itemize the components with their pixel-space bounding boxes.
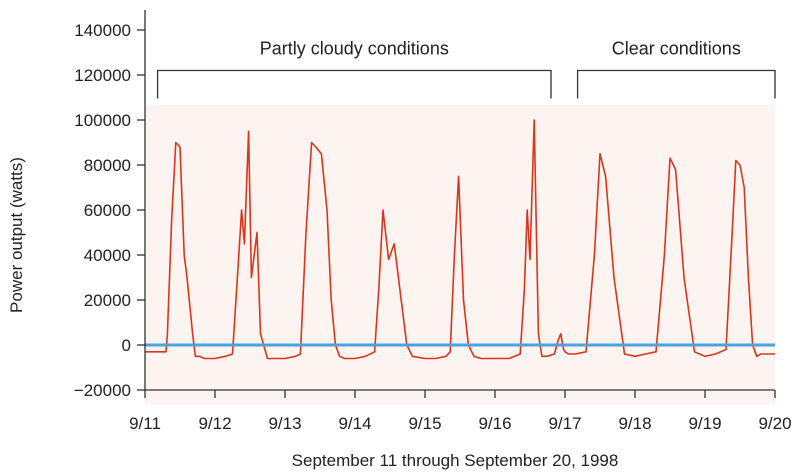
series-layer bbox=[145, 119, 775, 360]
y-axis-title: Power output (watts) bbox=[7, 157, 26, 313]
x-tick-label: 9/19 bbox=[688, 414, 721, 433]
x-tick-label: 9/11 bbox=[129, 414, 161, 433]
clear-bracket bbox=[576, 69, 776, 99]
y-tick-label: 140000 bbox=[74, 21, 131, 40]
clear-label: Clear conditions bbox=[612, 39, 741, 59]
power-output-series-line bbox=[145, 119, 775, 360]
x-tick-label: 9/13 bbox=[268, 414, 301, 433]
x-tick-label: 9/18 bbox=[618, 414, 651, 433]
plot-background bbox=[145, 105, 775, 405]
y-tick-label: 40000 bbox=[84, 246, 131, 265]
y-tick-label: −20000 bbox=[74, 381, 131, 400]
x-tick-label: 9/20 bbox=[758, 414, 791, 433]
partly-cloudy-bracket bbox=[156, 69, 552, 99]
x-tick-label: 9/12 bbox=[198, 414, 231, 433]
y-tick-label: 100000 bbox=[74, 111, 131, 130]
y-tick-label: 0 bbox=[122, 336, 131, 355]
y-tick-label: 120000 bbox=[74, 66, 131, 85]
x-tick-label: 9/17 bbox=[548, 414, 581, 433]
y-tick-label: 20000 bbox=[84, 291, 131, 310]
x-axis-title: September 11 through September 20, 1998 bbox=[292, 451, 619, 470]
x-tick-label: 9/16 bbox=[478, 414, 511, 433]
partly-cloudy-label: Partly cloudy conditions bbox=[260, 39, 449, 59]
x-tick-label: 9/15 bbox=[408, 414, 441, 433]
axes: 140000 120000 100000 80000 60000 40000 20000 0 −… bbox=[74, 10, 792, 433]
x-tick-label: 9/14 bbox=[338, 414, 371, 433]
annotation-brackets: Partly cloudy conditions Clear conditions bbox=[156, 39, 776, 99]
y-tick-label: 60000 bbox=[84, 201, 131, 220]
y-tick-label: 80000 bbox=[84, 156, 131, 175]
